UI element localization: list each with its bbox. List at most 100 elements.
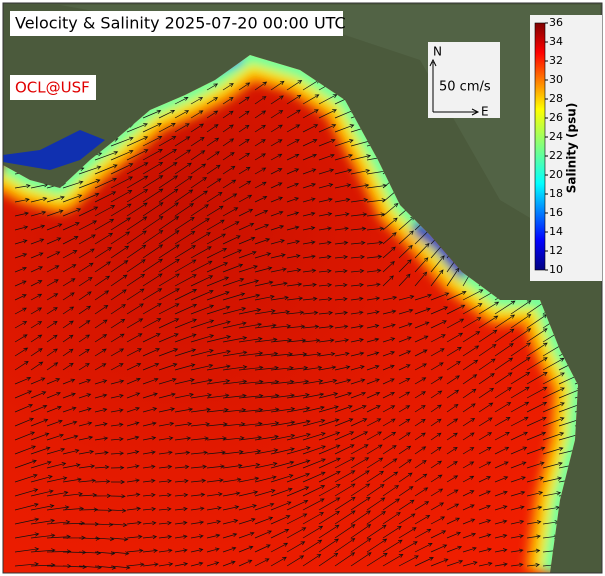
velocity-arrow [174, 348, 197, 357]
velocity-arrow [382, 351, 396, 357]
velocity-arrow [30, 504, 55, 511]
velocity-arrow [270, 501, 292, 511]
velocity-arrow [30, 252, 44, 259]
velocity-arrow [430, 558, 449, 567]
velocity-arrow [158, 534, 173, 539]
velocity-arrow [382, 458, 398, 469]
velocity-arrow [142, 109, 162, 119]
velocity-arrow [382, 275, 394, 287]
velocity-arrow [510, 314, 532, 329]
velocity-arrow [350, 510, 371, 525]
velocity-arrow [238, 265, 258, 273]
velocity-arrow [158, 288, 180, 301]
velocity-arrow [46, 293, 59, 301]
velocity-arrow [318, 392, 339, 399]
velocity-arrow [350, 282, 364, 288]
velocity-arrow [190, 464, 208, 469]
velocity-arrow [350, 405, 367, 413]
velocity-arrow [270, 379, 295, 385]
velocity-arrow [302, 139, 318, 147]
velocity-arrow [110, 217, 131, 231]
velocity-arrow [382, 246, 396, 259]
velocity-arrow [190, 436, 209, 441]
velocity-arrow [222, 477, 242, 483]
velocity-arrow [222, 235, 241, 245]
velocity-arrow [414, 293, 432, 301]
velocity-arrow [494, 372, 513, 385]
velocity-arrow [238, 222, 255, 231]
velocity-arrow [318, 431, 341, 441]
velocity-arrow [318, 94, 338, 105]
velocity-arrow [510, 342, 531, 357]
velocity-arrow [110, 379, 125, 385]
velocity-arrow [30, 224, 46, 231]
velocity-arrow [62, 491, 83, 497]
velocity-arrow [126, 318, 144, 329]
velocity-arrow [318, 282, 333, 288]
velocity-arrow [174, 450, 191, 455]
velocity-arrow [174, 520, 188, 525]
velocity-arrow [286, 324, 306, 329]
velocity-arrow [46, 237, 62, 245]
velocity-arrow [510, 490, 526, 497]
velocity-arrow [254, 421, 280, 427]
velocity-arrow [126, 450, 140, 455]
velocity-arrow [14, 532, 40, 539]
velocity-arrow [190, 218, 210, 231]
velocity-arrow [430, 488, 444, 497]
velocity-arrow [94, 464, 110, 470]
velocity-arrow [206, 191, 223, 203]
velocity-arrow [366, 484, 385, 497]
velocity-arrow [110, 551, 130, 556]
velocity-arrow [366, 365, 380, 371]
velocity-arrow [174, 149, 192, 161]
velocity-arrow [78, 421, 93, 427]
velocity-arrow [14, 517, 40, 525]
velocity-arrow [446, 517, 460, 525]
velocity-arrow [334, 282, 348, 288]
velocity-arrow [286, 513, 308, 525]
velocity-arrow [126, 162, 149, 175]
velocity-arrow [62, 434, 79, 441]
velocity-arrow [142, 288, 163, 301]
velocity-arrow [414, 487, 429, 497]
velocity-arrow [78, 449, 95, 455]
velocity-arrow [238, 559, 253, 567]
velocity-arrow [238, 194, 253, 203]
velocity-arrow [462, 504, 475, 511]
velocity-arrow [398, 527, 417, 539]
velocity-arrow [334, 418, 354, 427]
velocity-arrow [78, 393, 92, 399]
velocity-arrow [542, 446, 564, 455]
velocity-arrow [30, 196, 48, 203]
velocity-arrow [174, 136, 191, 147]
velocity-arrow [174, 303, 198, 315]
velocity-arrow [526, 476, 544, 483]
velocity-arrow [366, 337, 380, 343]
velocity-arrow [334, 168, 353, 175]
velocity-arrow [94, 493, 112, 499]
velocity-arrow [270, 556, 287, 567]
velocity-arrow [318, 139, 336, 147]
velocity-arrow [302, 365, 323, 371]
velocity-arrow [158, 258, 180, 273]
velocity-arrow [142, 548, 158, 553]
velocity-arrow [174, 392, 194, 399]
velocity-arrow [286, 182, 300, 189]
velocity-arrow [510, 461, 527, 469]
velocity-arrow [110, 203, 132, 217]
velocity-arrow [526, 491, 544, 497]
velocity-arrow [62, 392, 76, 399]
velocity-arrow [30, 518, 56, 525]
velocity-arrow [254, 81, 268, 91]
velocity-arrow [366, 524, 387, 539]
velocity-arrow [142, 175, 164, 189]
velocity-arrow [398, 336, 412, 343]
velocity-arrow [206, 110, 219, 119]
velocity-arrow [110, 274, 128, 287]
velocity-arrow [142, 303, 162, 315]
velocity-arrow [350, 268, 365, 274]
velocity-arrow [14, 253, 28, 259]
velocity-arrow [350, 391, 367, 399]
velocity-arrow [542, 402, 565, 413]
